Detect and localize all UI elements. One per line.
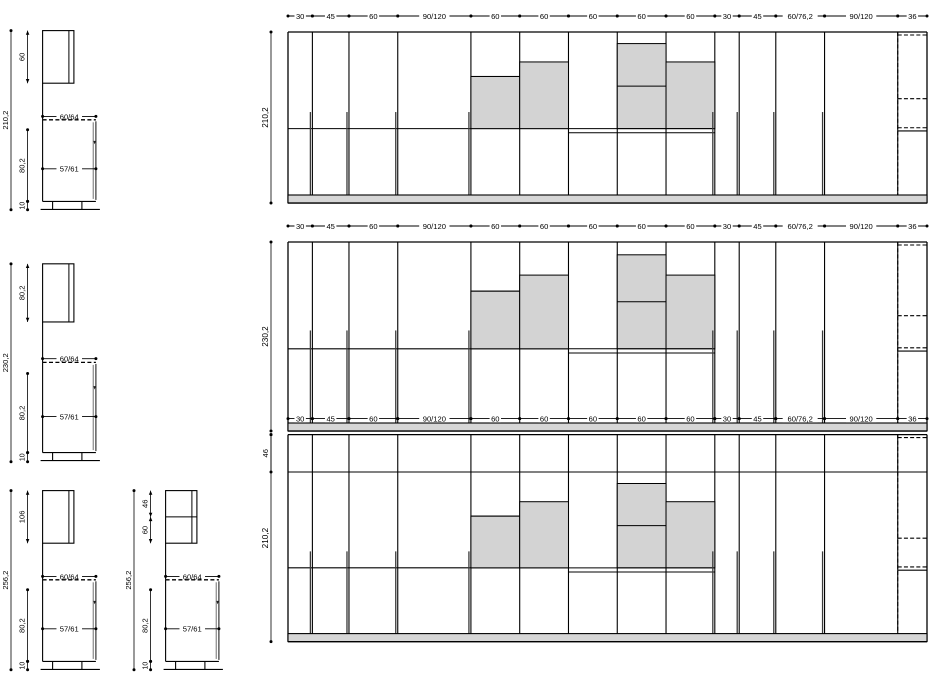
svg-text:90/120: 90/120 — [423, 415, 446, 424]
svg-text:46: 46 — [261, 449, 270, 457]
svg-text:45: 45 — [326, 12, 334, 21]
svg-text:60: 60 — [491, 12, 499, 21]
svg-text:60: 60 — [491, 415, 499, 424]
svg-text:60: 60 — [686, 222, 694, 231]
svg-text:90/120: 90/120 — [423, 222, 446, 231]
svg-text:60: 60 — [540, 12, 548, 21]
svg-text:90/120: 90/120 — [850, 415, 873, 424]
svg-text:45: 45 — [753, 12, 761, 21]
svg-text:60: 60 — [491, 222, 499, 231]
svg-text:45: 45 — [326, 222, 334, 231]
svg-text:80,2: 80,2 — [18, 618, 27, 633]
svg-text:256,2: 256,2 — [124, 571, 133, 590]
svg-text:60: 60 — [637, 415, 645, 424]
svg-text:36: 36 — [908, 415, 916, 424]
svg-text:30: 30 — [723, 415, 731, 424]
svg-text:57/61: 57/61 — [60, 412, 79, 421]
svg-text:60: 60 — [589, 12, 597, 21]
svg-text:30: 30 — [296, 12, 304, 21]
svg-text:57/61: 57/61 — [60, 625, 79, 634]
svg-text:106: 106 — [18, 511, 27, 524]
svg-text:60: 60 — [540, 415, 548, 424]
svg-text:80,2: 80,2 — [18, 406, 27, 421]
svg-text:90/120: 90/120 — [850, 12, 873, 21]
svg-text:210,2: 210,2 — [261, 527, 270, 548]
svg-text:60: 60 — [637, 222, 645, 231]
svg-text:45: 45 — [326, 415, 334, 424]
svg-text:30: 30 — [723, 222, 731, 231]
svg-text:10: 10 — [143, 662, 150, 670]
svg-text:30: 30 — [723, 12, 731, 21]
svg-text:30: 30 — [296, 415, 304, 424]
svg-text:46: 46 — [141, 500, 150, 508]
svg-text:256,2: 256,2 — [1, 571, 10, 590]
svg-text:60: 60 — [686, 415, 694, 424]
svg-text:80,2: 80,2 — [18, 158, 27, 173]
svg-text:57/61: 57/61 — [60, 165, 79, 174]
svg-text:80,2: 80,2 — [141, 618, 150, 633]
svg-text:60: 60 — [637, 12, 645, 21]
svg-text:36: 36 — [908, 12, 916, 21]
svg-text:45: 45 — [753, 415, 761, 424]
svg-text:210,2: 210,2 — [1, 111, 10, 130]
svg-text:80,2: 80,2 — [18, 285, 27, 300]
svg-text:57/61: 57/61 — [183, 625, 202, 634]
svg-text:36: 36 — [908, 222, 916, 231]
svg-text:60: 60 — [589, 415, 597, 424]
svg-text:60: 60 — [369, 12, 377, 21]
svg-text:60: 60 — [141, 526, 150, 534]
svg-text:10: 10 — [20, 453, 27, 461]
svg-text:60/76,2: 60/76,2 — [788, 222, 813, 231]
svg-text:60: 60 — [686, 12, 694, 21]
svg-text:90/120: 90/120 — [850, 222, 873, 231]
svg-text:210,2: 210,2 — [261, 107, 270, 128]
svg-text:60/76,2: 60/76,2 — [788, 12, 813, 21]
svg-text:230,2: 230,2 — [1, 353, 10, 372]
svg-text:10: 10 — [20, 202, 27, 210]
svg-text:230,2: 230,2 — [261, 326, 270, 347]
svg-text:60: 60 — [589, 222, 597, 231]
svg-text:90/120: 90/120 — [423, 12, 446, 21]
svg-text:45: 45 — [753, 222, 761, 231]
svg-text:30: 30 — [296, 222, 304, 231]
svg-text:60: 60 — [369, 415, 377, 424]
svg-text:60: 60 — [540, 222, 548, 231]
svg-text:60/76,2: 60/76,2 — [788, 415, 813, 424]
svg-text:10: 10 — [20, 662, 27, 670]
svg-text:60: 60 — [18, 53, 27, 61]
svg-text:60: 60 — [369, 222, 377, 231]
